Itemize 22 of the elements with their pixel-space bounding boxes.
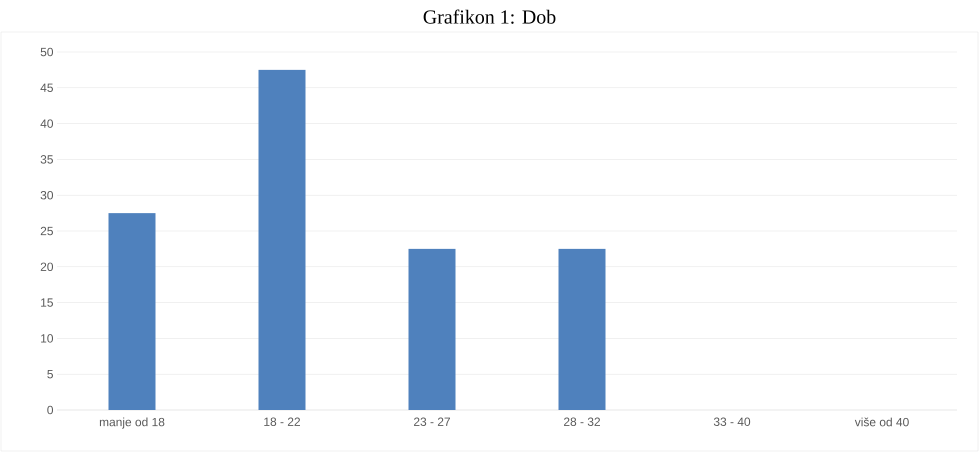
- y-tick-label: 50: [40, 48, 54, 56]
- x-tick-label: 28 - 32: [564, 418, 600, 426]
- y-tick-label: 45: [40, 84, 53, 92]
- bar: [108, 213, 156, 410]
- x-tick-label: 33 - 40: [714, 418, 750, 426]
- x-tick-label: manje od 18: [100, 418, 164, 429]
- y-tick-label: 15: [41, 298, 53, 307]
- bar: [258, 70, 306, 410]
- bar: [408, 248, 456, 410]
- y-tick-label: 25: [40, 226, 53, 236]
- y-tick-label: 35: [40, 155, 53, 164]
- bar: [558, 248, 606, 410]
- x-tick-label: 18 - 22: [264, 418, 300, 426]
- y-tick-label: 40: [40, 119, 54, 128]
- y-tick-label: 20: [40, 262, 54, 272]
- y-tick-label: 30: [40, 190, 54, 200]
- y-tick-label: 0: [47, 406, 54, 414]
- chart-title: Grafikon 1: Dob: [424, 10, 556, 24]
- y-tick-label: 5: [47, 370, 53, 378]
- x-tick-label: 23 - 27: [414, 418, 450, 426]
- x-tick-label: više od 40: [854, 418, 909, 426]
- y-tick-label: 10: [41, 334, 54, 343]
